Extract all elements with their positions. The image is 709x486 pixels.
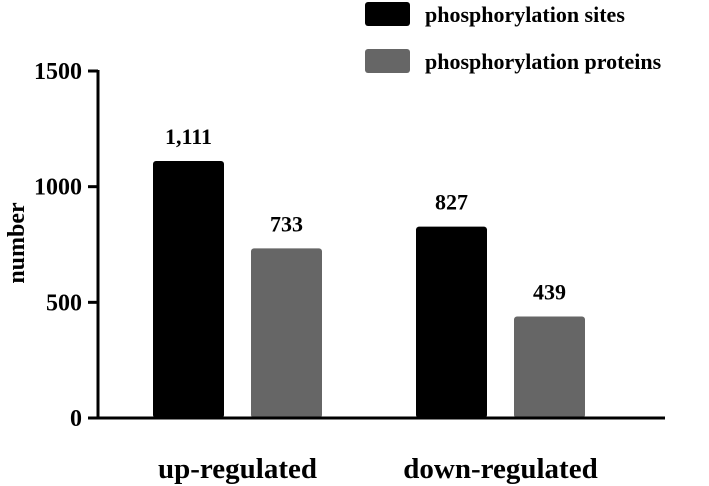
legend-label: phosphorylation sites: [425, 2, 625, 27]
y-tick-label: 0: [70, 406, 82, 432]
legend-swatch: [365, 49, 410, 73]
y-axis-title: number: [4, 202, 30, 284]
data-labels: 1,111 733 827 439: [165, 124, 566, 304]
legend: phosphorylation sites phosphorylation pro…: [365, 2, 662, 74]
data-label: 439: [533, 279, 566, 304]
bar-phosphorylation-sites-up-regulated: [153, 160, 224, 419]
bar-phosphorylation-proteins-up-regulated: [251, 248, 322, 418]
x-category-label: up-regulated: [158, 453, 317, 485]
data-label: 733: [270, 211, 303, 236]
y-axis: 0 500 1000 1500: [34, 59, 100, 432]
bar-phosphorylation-proteins-down-regulated: [514, 316, 585, 418]
bar-phosphorylation-sites-down-regulated: [416, 226, 487, 418]
y-tick-label: 1000: [34, 175, 82, 201]
bars: [153, 160, 585, 419]
legend-swatch: [365, 2, 410, 26]
legend-label: phosphorylation proteins: [425, 49, 662, 74]
data-label: 1,111: [165, 124, 212, 149]
data-label: 827: [435, 190, 468, 215]
x-category-label: down-regulated: [403, 453, 597, 485]
y-tick-label: 1500: [34, 59, 82, 85]
x-axis: up-regulated down-regulated: [97, 416, 665, 485]
y-tick-label: 500: [46, 290, 82, 316]
